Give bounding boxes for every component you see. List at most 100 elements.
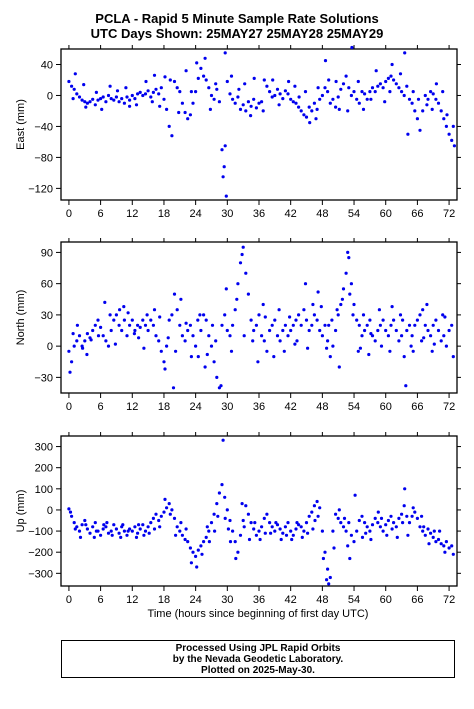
east-point-192 (261, 109, 265, 113)
up-point-207 (179, 521, 183, 525)
x-axis-label: Time (hours since beginning of first day… (148, 608, 369, 620)
north-point-169 (261, 302, 265, 307)
east-point-81 (275, 87, 280, 91)
north-point-125 (397, 339, 401, 343)
east-point-124 (389, 74, 393, 78)
east-point-68 (241, 103, 245, 107)
east-point-77 (265, 84, 269, 88)
up-point-25 (133, 525, 137, 529)
up-point-157 (189, 561, 193, 565)
east-point-137 (423, 93, 427, 98)
up-point-208 (207, 540, 211, 544)
north-point-23 (128, 323, 132, 327)
east-x-tick-label-6: 6 (98, 208, 104, 220)
up-point-42 (178, 529, 182, 533)
east-point-139 (429, 90, 433, 94)
up-point-182 (353, 493, 357, 497)
up-point-132 (415, 516, 419, 521)
north-point-79 (275, 334, 280, 338)
north-point-132 (415, 318, 419, 322)
north-point-50 (199, 328, 203, 333)
north-point-6 (83, 339, 87, 343)
east-point-166 (350, 45, 354, 50)
east-point-17 (112, 98, 116, 102)
north-point-215 (293, 342, 297, 346)
east-point-113 (360, 90, 364, 94)
up-point-82 (283, 525, 287, 529)
north-point-16 (109, 328, 113, 333)
north-point-111 (360, 334, 364, 338)
north-point-181 (346, 250, 350, 254)
north-point-71 (254, 323, 258, 327)
east-point-116 (368, 90, 372, 94)
north-point-129 (407, 323, 412, 327)
up-point-89 (302, 529, 306, 533)
north-point-77 (270, 323, 274, 327)
up-point-14 (104, 525, 108, 529)
north-point-155 (145, 313, 149, 317)
east-point-24 (130, 93, 134, 98)
up-point-84 (289, 529, 293, 533)
north-point-34 (157, 339, 161, 343)
north-point-124 (394, 328, 398, 333)
east-point-105 (339, 87, 343, 91)
up-point-205 (152, 527, 157, 531)
up-point-144 (447, 546, 451, 550)
east-point-213 (451, 124, 455, 128)
up-point-181 (348, 556, 352, 561)
east-point-62 (225, 79, 229, 84)
north-point-156 (158, 315, 162, 319)
up-point-46 (188, 546, 192, 550)
up-point-116 (373, 516, 377, 521)
north-x-tick-label-6: 6 (98, 401, 104, 413)
north-point-209 (214, 339, 218, 343)
up-point-163 (223, 516, 227, 521)
east-point-29 (143, 92, 148, 96)
north-point-141 (439, 339, 443, 343)
north-point-226 (411, 349, 415, 353)
up-point-83 (286, 521, 290, 525)
up-point-58 (220, 483, 224, 487)
up-point-56 (215, 502, 219, 506)
east-point-176 (82, 83, 86, 87)
east-point-171 (416, 97, 421, 101)
north-point-180 (340, 297, 344, 301)
east-point-114 (363, 92, 367, 96)
east-point-199 (316, 86, 320, 90)
up-point-72 (257, 529, 261, 533)
east-y-tick-label-0: 0 (47, 90, 53, 102)
up-point-16 (109, 529, 113, 533)
east-point-43 (180, 101, 184, 105)
east-point-46 (188, 113, 192, 117)
north-y-tick-label-0: 0 (47, 341, 53, 353)
east-point-36 (162, 97, 166, 101)
north-point-173 (295, 339, 299, 343)
up-point-95 (318, 506, 322, 510)
east-y-tick-label--80: −80 (34, 152, 53, 164)
north-point-108 (352, 302, 356, 307)
up-point-59 (223, 495, 227, 499)
up-point-8 (88, 531, 92, 535)
north-point-88 (299, 323, 303, 327)
east-point-82 (278, 92, 282, 96)
up-point-220 (364, 531, 368, 535)
up-point-36 (162, 510, 166, 514)
up-point-10 (93, 521, 97, 525)
north-x-tick-label-54: 54 (348, 401, 360, 413)
north-point-47 (191, 334, 195, 338)
east-point-2 (72, 87, 76, 91)
up-point-202 (126, 529, 130, 533)
up-point-216 (295, 521, 299, 525)
east-point-100 (326, 90, 330, 94)
north-point-90 (304, 318, 309, 322)
east-point-154 (152, 73, 157, 77)
north-point-131 (413, 323, 417, 327)
up-point-93 (312, 504, 316, 508)
up-point-128 (405, 514, 409, 518)
east-point-175 (71, 97, 75, 101)
east-point-161 (252, 76, 256, 80)
east-point-133 (413, 109, 417, 113)
north-point-210 (229, 349, 234, 353)
north-point-91 (307, 328, 311, 333)
up-point-129 (407, 521, 412, 525)
